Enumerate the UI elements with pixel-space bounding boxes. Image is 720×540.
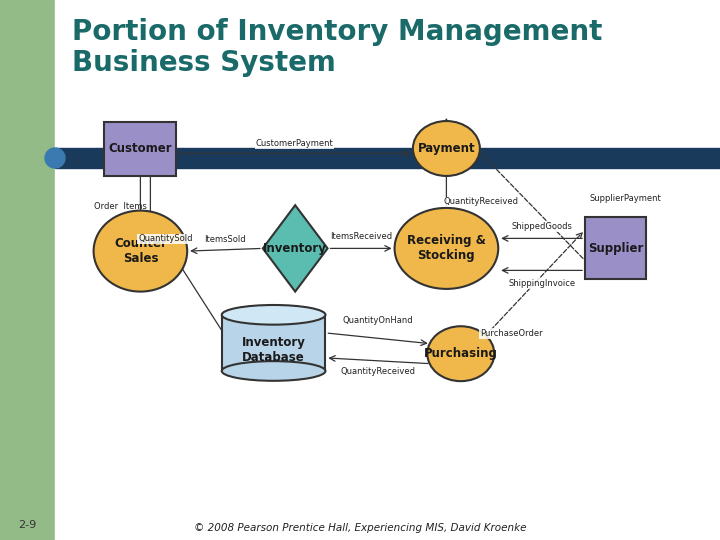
Ellipse shape	[45, 148, 65, 168]
Ellipse shape	[222, 305, 325, 325]
Ellipse shape	[94, 211, 187, 292]
Text: ItemsSold: ItemsSold	[204, 234, 246, 244]
Text: Counter
Sales: Counter Sales	[114, 237, 167, 265]
Text: © 2008 Pearson Prentice Hall, Experiencing MIS, David Kroenke: © 2008 Pearson Prentice Hall, Experienci…	[194, 523, 526, 533]
Text: QuantityOnHand: QuantityOnHand	[343, 316, 413, 326]
Polygon shape	[263, 205, 328, 292]
Text: ItemsReceived: ItemsReceived	[330, 232, 392, 241]
Text: ShippingInvoice: ShippingInvoice	[508, 279, 575, 288]
Ellipse shape	[395, 208, 498, 289]
Text: Portion of Inventory Management
Business System: Portion of Inventory Management Business…	[72, 18, 603, 77]
Text: ShippedGoods: ShippedGoods	[511, 222, 572, 231]
Text: Order  Items: Order Items	[94, 202, 147, 211]
Text: Purchasing: Purchasing	[424, 347, 498, 360]
Bar	[55, 148, 720, 168]
Text: CustomerPayment: CustomerPayment	[256, 139, 333, 148]
Bar	[104, 122, 176, 176]
Text: QuantityReceived: QuantityReceived	[444, 198, 519, 206]
Text: Inventory: Inventory	[264, 242, 327, 255]
Text: QuantityReceived: QuantityReceived	[341, 367, 415, 376]
Ellipse shape	[413, 121, 480, 176]
Text: Inventory
Database: Inventory Database	[242, 336, 305, 364]
Bar	[0, 0, 55, 540]
Ellipse shape	[222, 361, 325, 381]
Ellipse shape	[428, 326, 495, 381]
Text: Payment: Payment	[418, 142, 475, 155]
Text: Receiving &
Stocking: Receiving & Stocking	[407, 234, 486, 262]
Text: SupplierPayment: SupplierPayment	[590, 194, 662, 203]
Text: Customer: Customer	[109, 142, 172, 155]
Bar	[222, 315, 325, 371]
Bar	[585, 217, 647, 280]
Text: 2-9: 2-9	[18, 520, 36, 530]
Text: QuantitySold: QuantitySold	[138, 234, 193, 244]
Text: PurchaseOrder: PurchaseOrder	[480, 329, 542, 338]
Text: Supplier: Supplier	[588, 242, 643, 255]
